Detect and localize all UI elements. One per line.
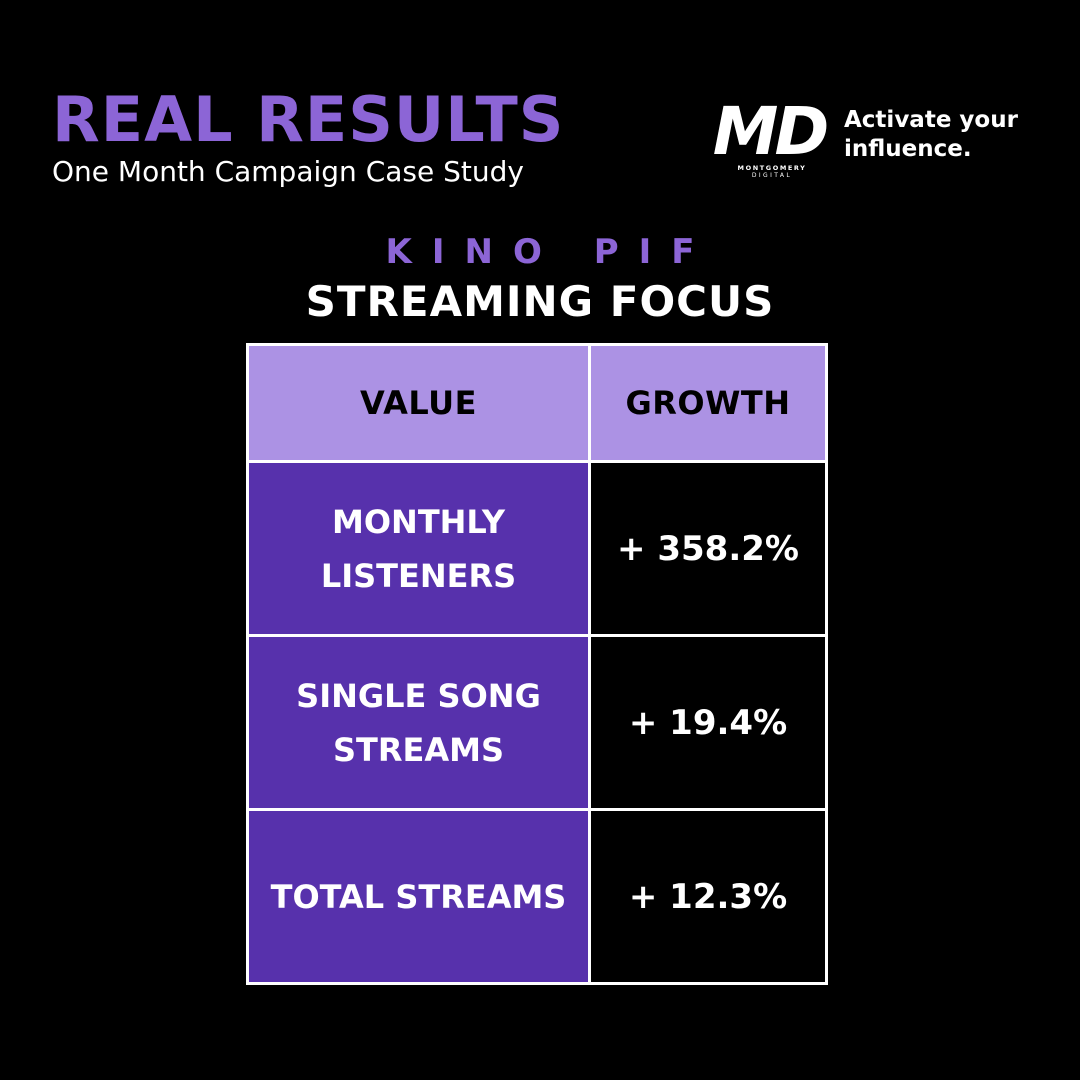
campaign-focus: STREAMING FOCUS	[305, 277, 775, 326]
md-logo-icon: MD	[713, 98, 831, 162]
metric-cell: TOTAL STREAMS	[246, 808, 591, 985]
svg-text:MD: MD	[713, 98, 827, 162]
headline-title: REAL RESULTS	[52, 83, 565, 156]
growth-cell: + 358.2%	[588, 460, 828, 637]
logo-submark: DIGITAL	[751, 172, 793, 179]
growth-cell: + 19.4%	[588, 634, 828, 811]
metric-cell: SINGLE SONG STREAMS	[246, 634, 591, 811]
artist-name: KINO PIF	[385, 232, 715, 272]
table-header-row: VALUE GROWTH	[246, 343, 828, 463]
brand-logo: MD MONTGOMERY DIGITAL	[706, 98, 832, 184]
logo-wordmark: MONTGOMERY	[737, 164, 807, 172]
brand-tagline: Activate your influence.	[844, 107, 1018, 162]
metric-label: MONTHLY LISTENERS	[320, 502, 517, 595]
table-row: MONTHLY LISTENERS + 358.2%	[246, 460, 828, 637]
column-header-value: VALUE	[246, 343, 591, 463]
metric-label: SINGLE SONG STREAMS	[296, 676, 541, 769]
results-table: VALUE GROWTH MONTHLY LISTENERS + 358.2% …	[246, 343, 828, 985]
table-row: TOTAL STREAMS + 12.3%	[246, 808, 828, 985]
headline-subtitle: One Month Campaign Case Study	[52, 155, 524, 188]
column-header-growth: GROWTH	[588, 343, 828, 463]
metric-label: TOTAL STREAMS	[270, 877, 567, 916]
metric-cell: MONTHLY LISTENERS	[246, 460, 591, 637]
table-row: SINGLE SONG STREAMS + 19.4%	[246, 634, 828, 811]
growth-cell: + 12.3%	[588, 808, 828, 985]
